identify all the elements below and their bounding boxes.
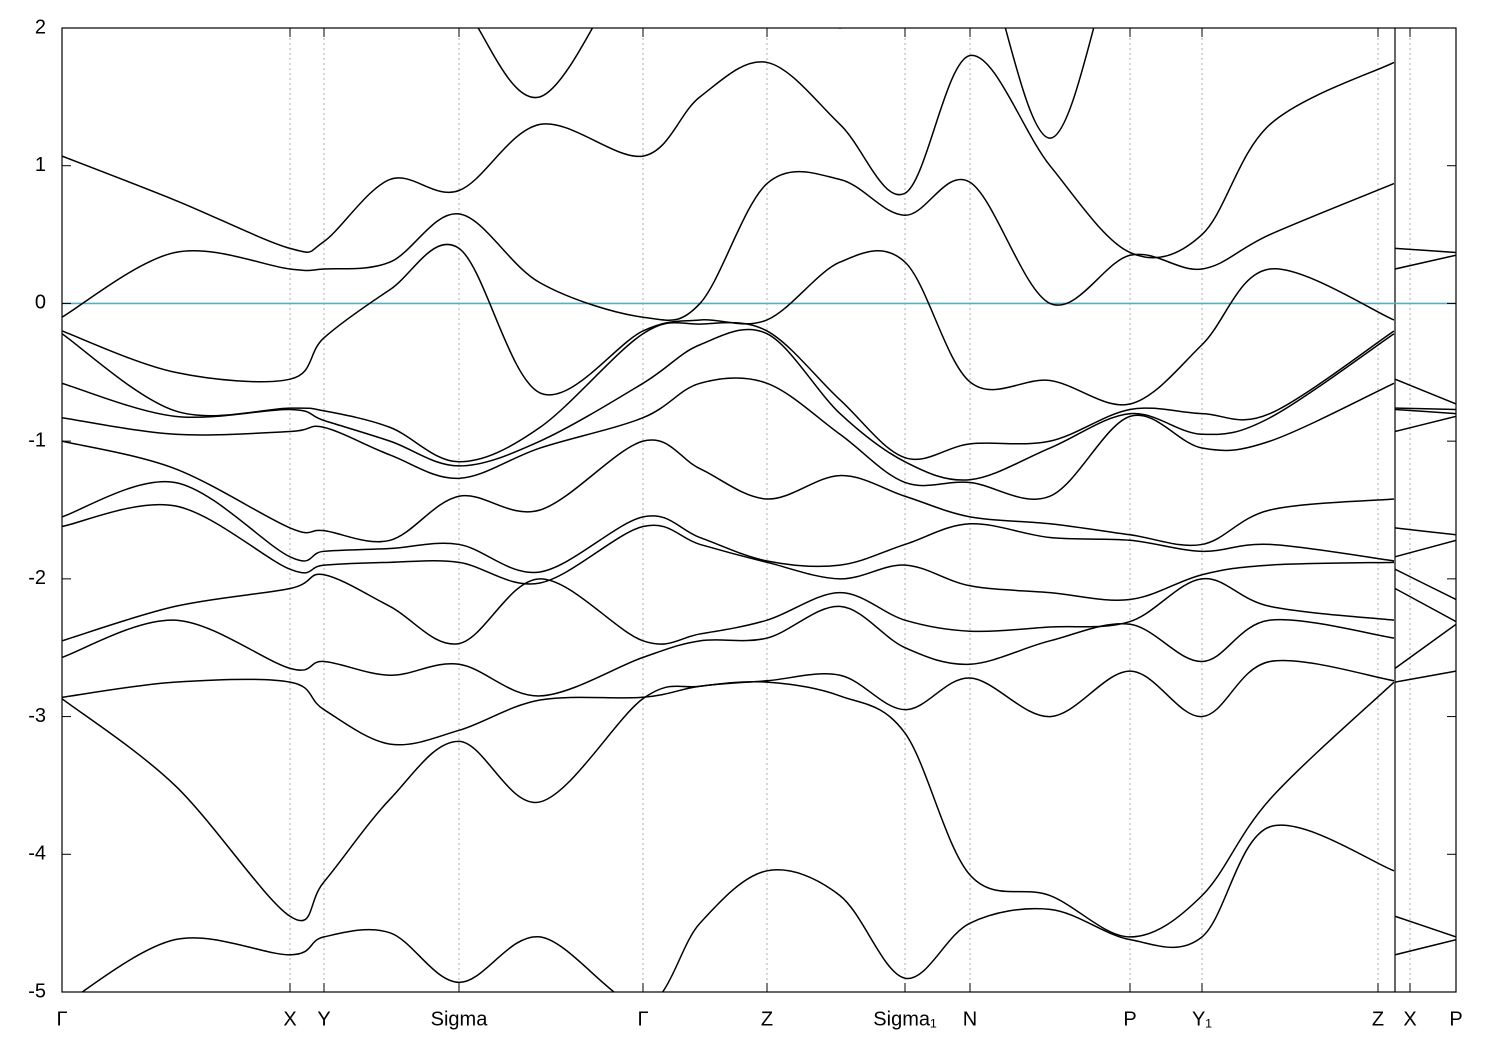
x-tick-label: P bbox=[1123, 1008, 1136, 1030]
y-tick-label: 2 bbox=[35, 16, 46, 38]
band-line bbox=[62, 328, 1456, 481]
band-line bbox=[62, 573, 1456, 645]
grid bbox=[62, 28, 1456, 992]
x-tick-label: Γ bbox=[56, 1008, 67, 1030]
bands bbox=[62, 28, 1456, 992]
band-line bbox=[62, 605, 1456, 697]
plot-frame bbox=[61, 27, 1457, 993]
band-line bbox=[62, 480, 1456, 574]
band-line bbox=[80, 824, 1456, 992]
x-tick-label: Sigma₁ bbox=[873, 1008, 937, 1030]
y-tick-label: -2 bbox=[28, 567, 46, 589]
band-line bbox=[62, 503, 1456, 601]
x-tick-label: P bbox=[1449, 1008, 1462, 1030]
band-line bbox=[62, 54, 1456, 259]
x-tick-label: X bbox=[283, 1008, 296, 1030]
y-tick-label: -1 bbox=[28, 429, 46, 451]
x-tick-label: Y₁ bbox=[1192, 1008, 1212, 1030]
y-tick-label: -3 bbox=[28, 705, 46, 727]
x-tick-label: Z bbox=[1372, 1008, 1384, 1030]
band-line bbox=[62, 377, 1456, 500]
x-tick-label: Y bbox=[317, 1008, 330, 1030]
x-tick-label: N bbox=[963, 1008, 977, 1030]
band-line bbox=[62, 659, 1456, 746]
y-tick-label: 0 bbox=[35, 292, 46, 314]
x-tick-label: Z bbox=[761, 1008, 773, 1030]
y-tick-label: -4 bbox=[28, 843, 46, 865]
band-line bbox=[62, 243, 1456, 406]
y-tick-label: -5 bbox=[28, 980, 46, 1002]
x-tick-label: Sigma bbox=[431, 1008, 489, 1030]
band-line bbox=[62, 439, 1456, 547]
x-tick-label: Γ bbox=[637, 1008, 648, 1030]
y-tick-label: 1 bbox=[35, 154, 46, 176]
x-tick-label: X bbox=[1403, 1008, 1416, 1030]
